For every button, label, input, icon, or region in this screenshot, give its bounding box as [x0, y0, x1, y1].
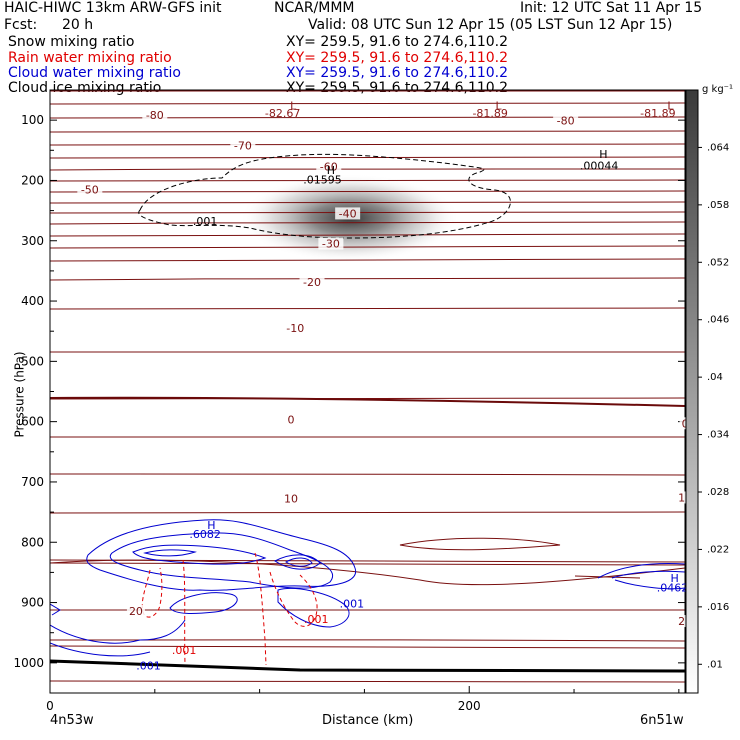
- isotherm-label: 10: [284, 493, 298, 506]
- isotherm-label: -80: [557, 115, 575, 128]
- left-endpoint-label: 4n53w: [50, 713, 94, 728]
- isotherm-label: -10: [286, 322, 304, 335]
- field-xy-cloud-ice: XY= 259.5, 91.6 to 274.6,110.2: [286, 80, 509, 96]
- x-tick-label: 200: [458, 699, 481, 713]
- isotherm-label-bg: [282, 492, 301, 505]
- field-name-cloud-water: Cloud water mixing ratio: [8, 65, 181, 81]
- y-tick-label: 100: [21, 113, 44, 127]
- field-xy-rain: XY= 259.5, 91.6 to 274.6,110.2: [286, 50, 509, 66]
- extremum-label: -82.67: [265, 107, 300, 120]
- colorbar-tick-label: .028: [707, 487, 729, 498]
- y-axis-title: Pressure (hPa): [12, 351, 27, 438]
- terrain-line: [49, 659, 686, 673]
- valid-time: Valid: 08 UTC Sun 12 Apr 15 (05 LST Sun …: [308, 17, 673, 33]
- y-tick-label: 1000: [13, 656, 44, 670]
- isotherm-label-bg: [285, 413, 297, 426]
- isotherm-label: -30: [322, 238, 340, 251]
- isotherm-label: 0: [288, 414, 295, 427]
- extremum-label: H: [207, 519, 215, 532]
- isotherm-label-bg: [77, 183, 103, 196]
- extremum-label: .001: [304, 613, 329, 626]
- field-xy-snow: XY= 259.5, 91.6 to 274.6,110.2: [286, 34, 509, 50]
- cloud-water-contours: [50, 519, 685, 657]
- isotherm-label: 20: [129, 605, 143, 618]
- isotherm-label-bg: [142, 109, 168, 122]
- isotherm-label: -40: [339, 207, 357, 220]
- institution-label: NCAR/MMM: [274, 0, 355, 16]
- y-tick-label: 500: [21, 354, 44, 368]
- isotherm-label: -20: [303, 276, 321, 289]
- isotherm-label-bg: [335, 207, 361, 220]
- colorbar-tick-label: .016: [707, 602, 729, 613]
- extremum-label: .6082: [189, 528, 221, 541]
- isotherm-label-bg: [282, 321, 308, 334]
- model-title: HAIC-HIWC 13km ARW-GFS init: [4, 0, 222, 16]
- y-tick-label: 800: [21, 535, 44, 549]
- field-name-snow: Snow mixing ratio: [8, 34, 135, 50]
- isotherm-label-bg: [126, 604, 145, 617]
- isotherm-label-bg: [316, 160, 342, 173]
- y-tick-label: 400: [21, 294, 44, 308]
- isotherm-label: -70: [234, 139, 252, 152]
- isotherm-label: -60: [320, 160, 338, 173]
- y-tick-label: 600: [21, 415, 44, 429]
- extremum-label: H: [599, 148, 607, 161]
- colorbar-tick-label: .052: [707, 257, 729, 268]
- rain-water-contours: [141, 552, 318, 666]
- y-tick-label: 200: [21, 173, 44, 187]
- colorbar: [685, 89, 699, 694]
- field-name-cloud-ice: Cloud ice mixing ratio: [8, 80, 162, 96]
- boundary-layer-isotherms: [50, 537, 685, 586]
- extremum-label: .00044: [580, 160, 619, 173]
- forecast-hours: 20 h: [62, 17, 94, 33]
- colorbar-tick-label: .022: [707, 544, 729, 555]
- extremum-label: L: [496, 99, 503, 112]
- colorbar-tick-label: .046: [707, 315, 729, 326]
- field-name-rain: Rain water mixing ratio: [8, 50, 172, 66]
- y-tick-label: 700: [21, 475, 44, 489]
- y-tick-label: 900: [21, 596, 44, 610]
- isotherm-label: 0: [682, 417, 689, 430]
- x-tick-label: 0: [46, 699, 54, 713]
- colorbar-tick-label: .064: [707, 142, 729, 153]
- extremum-label: .001: [340, 597, 365, 610]
- colorbar-tick-label: .04: [707, 372, 723, 383]
- extremum-label: .001: [136, 659, 161, 672]
- extremum-label: L: [290, 99, 297, 112]
- isotherm-label-bg: [679, 417, 691, 430]
- colorbar-tick-label: .034: [707, 430, 729, 441]
- snow-contour: [138, 153, 511, 239]
- extremum-label: L: [667, 99, 674, 112]
- extremum-label: .001: [193, 215, 218, 228]
- zero-isotherm: [50, 396, 685, 407]
- extremum-label: .0462: [657, 582, 689, 595]
- extremum-label: H: [671, 572, 679, 585]
- y-tick-label: 300: [21, 234, 44, 248]
- extremum-label: .01595: [303, 173, 342, 186]
- colorbar-tick-label: .058: [707, 200, 729, 211]
- right-endpoint-label: 6n51w: [640, 713, 684, 728]
- extremum-label: -81.89: [472, 107, 507, 120]
- isotherm-label-bg: [299, 276, 325, 289]
- forecast-label: Fcst:: [4, 17, 38, 33]
- extremum-label: -81.89: [640, 107, 675, 120]
- isotherm-label-bg: [553, 114, 579, 127]
- isotherm-label: -50: [81, 183, 99, 196]
- init-time: Init: 12 UTC Sat 11 Apr 15: [520, 0, 703, 16]
- isotherm-label-bg: [230, 139, 256, 152]
- extremum-label: H: [327, 164, 335, 177]
- field-xy-cloud-water: XY= 259.5, 91.6 to 274.6,110.2: [286, 65, 509, 81]
- isotherm-label-bg: [318, 237, 344, 250]
- x-axis-title: Distance (km): [322, 713, 414, 728]
- colorbar-units: g kg⁻¹: [702, 84, 733, 95]
- extremum-label: .001: [172, 644, 197, 657]
- colorbar-tick-label: .01: [707, 659, 723, 670]
- isotherm-label: -80: [146, 109, 164, 122]
